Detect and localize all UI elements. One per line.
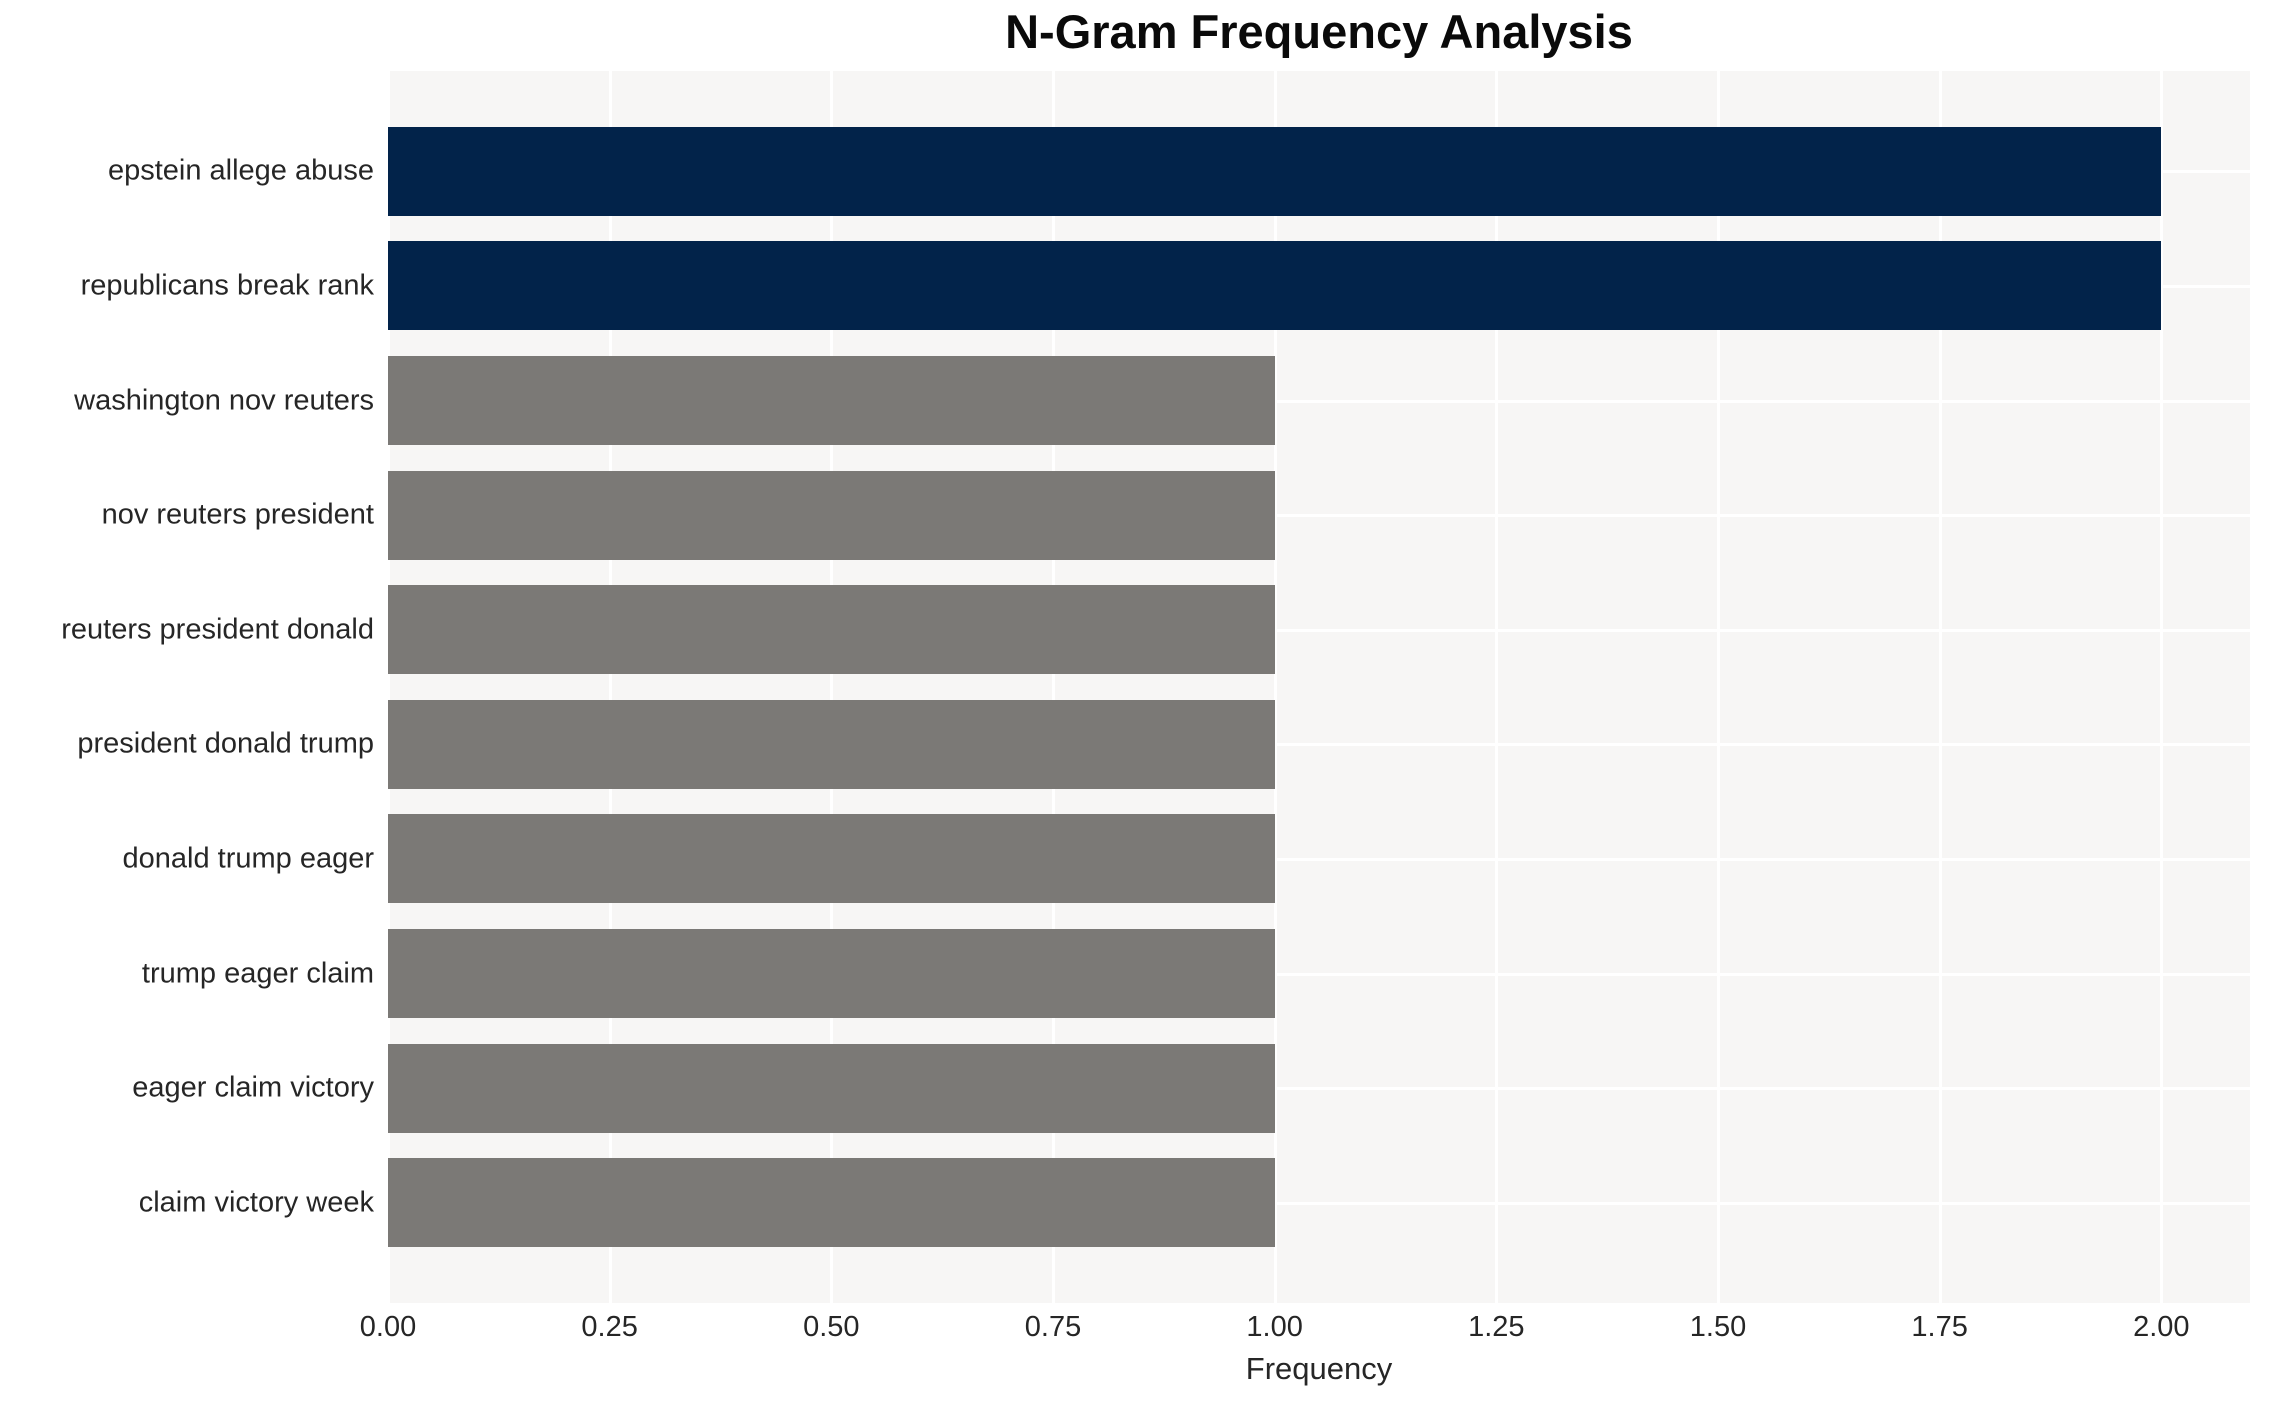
x-tick-label: 0.25	[581, 1311, 638, 1343]
y-tick-label: president donald trump	[77, 727, 374, 760]
y-tick-label: republicans break rank	[80, 269, 374, 302]
y-gridline	[388, 628, 2250, 632]
y-gridline	[388, 743, 2250, 747]
y-gridline	[388, 514, 2250, 518]
x-gridline	[1717, 71, 1720, 1303]
x-gridline	[2160, 71, 2164, 1303]
y-tick-label: epstein allege abuse	[107, 154, 374, 187]
y-tick-label: reuters president donald	[61, 613, 374, 646]
x-gridline	[1938, 71, 1942, 1303]
x-gridline	[387, 71, 390, 1303]
bar	[388, 1043, 1275, 1133]
x-axis-label: Frequency	[1245, 1351, 1393, 1386]
x-tick-label: 0.00	[359, 1311, 417, 1343]
y-gridline	[388, 399, 2250, 403]
bar	[388, 585, 1275, 675]
y-gridline	[388, 1087, 2250, 1091]
x-gridline	[608, 71, 612, 1303]
x-tick-label: 0.50	[803, 1311, 860, 1343]
x-tick-label: 1.75	[1911, 1311, 1968, 1343]
x-tick-label: 1.25	[1468, 1311, 1525, 1343]
y-tick-label: claim victory week	[138, 1186, 374, 1219]
bar	[388, 241, 2162, 331]
y-gridline	[388, 1201, 2250, 1205]
x-gridline	[1273, 71, 1277, 1303]
y-tick-label: nov reuters president	[101, 498, 374, 531]
bar	[388, 814, 1275, 904]
x-tick-label: 1.50	[1689, 1311, 1747, 1343]
y-tick-label: trump eager claim	[141, 957, 374, 989]
bar	[388, 1158, 1275, 1248]
x-gridline	[1052, 71, 1055, 1303]
x-gridline	[830, 71, 834, 1303]
bar	[388, 699, 1275, 789]
x-tick-label: 1.00	[1246, 1311, 1303, 1343]
x-tick-label: 2.00	[2133, 1311, 2190, 1343]
bar	[388, 470, 1275, 560]
y-gridline	[388, 972, 2250, 976]
bar	[388, 126, 2162, 216]
bar	[388, 356, 1275, 445]
x-tick-label: 0.75	[1024, 1311, 1082, 1343]
y-gridline	[388, 857, 2250, 861]
x-gridline	[1495, 71, 1499, 1303]
y-tick-label: washington nov reuters	[74, 384, 374, 416]
y-tick-label: donald trump eager	[122, 842, 375, 875]
plot-area	[387, 71, 2250, 1303]
y-tick-label: eager claim victory	[132, 1071, 374, 1104]
bar	[388, 929, 1275, 1018]
chart-title: N-Gram Frequency Analysis	[1005, 5, 1633, 58]
